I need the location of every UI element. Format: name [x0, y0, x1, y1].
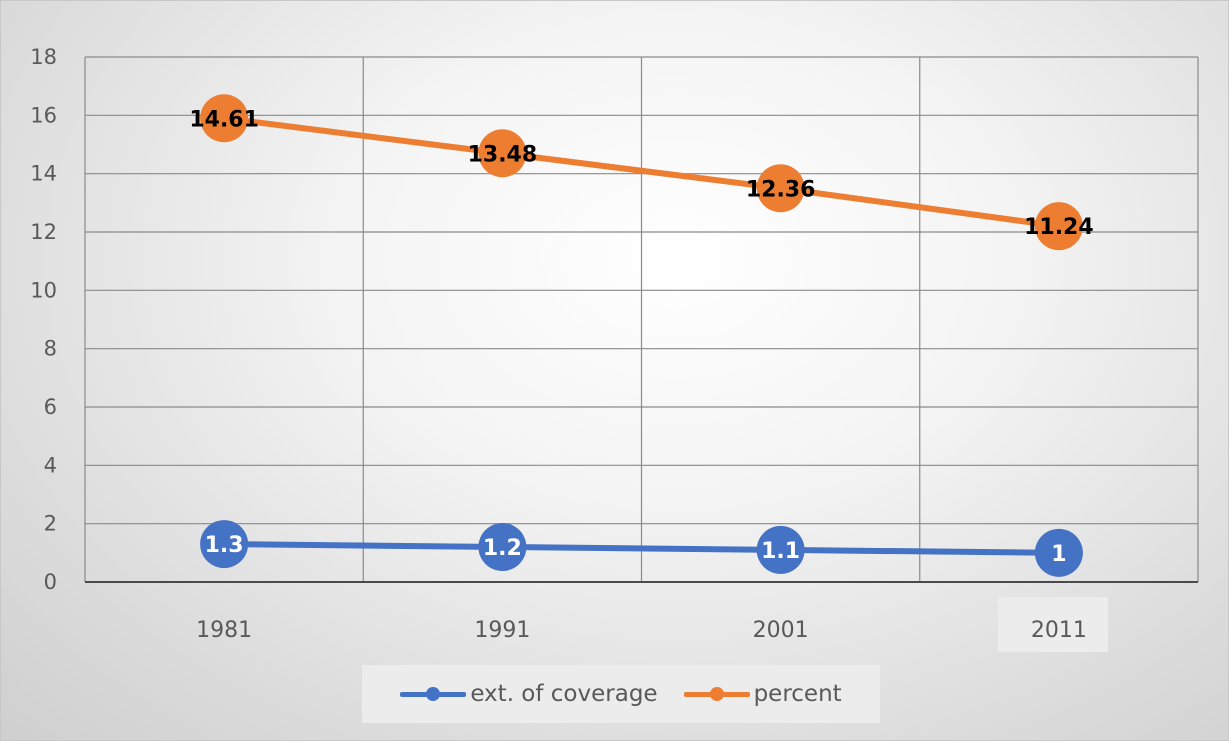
data-point	[756, 525, 805, 574]
y-tick-label: 12	[30, 220, 57, 244]
y-tick-label: 2	[44, 512, 57, 536]
legend-label-ext-of-coverage: ext. of coverage	[470, 681, 658, 707]
data-point	[1034, 202, 1083, 251]
data-label: 1.2	[483, 536, 522, 561]
data-label: 14.61	[189, 107, 259, 132]
data-point	[478, 523, 527, 571]
y-tick-label: 14	[30, 162, 57, 186]
y-tick-label: 10	[30, 278, 57, 302]
legend-label-percent: percent	[753, 681, 842, 707]
data-label: 1	[1051, 542, 1066, 567]
legend-swatch-percent	[683, 687, 750, 701]
legend: ext. of coverage percent	[362, 665, 880, 723]
data-label: 12.36	[746, 177, 816, 202]
y-tick-label: 4	[44, 453, 57, 477]
x-tick-label: 1981	[196, 618, 252, 643]
legend-swatch-marker	[709, 687, 724, 701]
legend-item-percent: percent	[683, 681, 842, 707]
y-tick-label: 16	[30, 103, 57, 127]
legend-swatch-marker	[426, 687, 441, 701]
legend-item-ext-of-coverage: ext. of coverage	[400, 681, 658, 707]
data-point	[756, 164, 805, 213]
y-tick-label: 18	[30, 45, 57, 69]
x-tick-label: 2011	[1031, 618, 1087, 643]
data-point	[1034, 528, 1083, 577]
series-line	[221, 115, 1062, 230]
data-point	[200, 94, 249, 143]
data-label: 11.24	[1024, 215, 1094, 240]
x-tick-highlight	[998, 597, 1108, 652]
data-label: 1.1	[761, 539, 800, 564]
data-label: 13.48	[468, 142, 538, 167]
x-tick-label: 1991	[474, 618, 530, 643]
data-point	[200, 520, 249, 569]
y-tick-label: 8	[44, 337, 57, 361]
data-label: 1.3	[205, 533, 244, 558]
series-line	[221, 541, 1062, 556]
x-tick-label: 2001	[753, 618, 809, 643]
legend-swatch-ext-of-coverage	[400, 687, 467, 701]
data-point	[478, 129, 527, 178]
y-tick-label: 0	[44, 570, 57, 594]
y-tick-label: 6	[44, 395, 57, 419]
